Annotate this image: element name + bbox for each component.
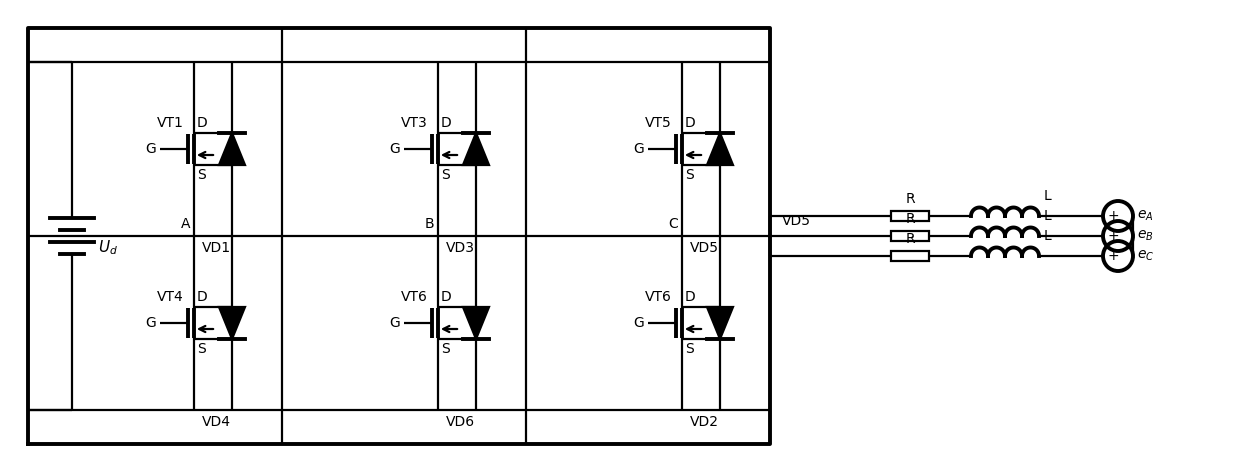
Text: VD1: VD1 [202,241,232,255]
Bar [891,211,929,221]
Bar [891,251,929,261]
Text: S: S [685,342,694,356]
Text: S: S [441,342,450,356]
Text: G: G [145,142,156,156]
Text: R: R [906,192,914,206]
Text: G: G [389,142,400,156]
Text: +: + [1108,229,1119,243]
Text: D: D [441,116,452,130]
Text: L: L [1044,189,1052,203]
Text: A: A [181,217,190,231]
Text: VD5: VD5 [782,214,812,228]
Text: G: G [389,316,400,330]
Text: VT6: VT6 [646,290,672,304]
Text: S: S [197,342,206,356]
Text: VD4: VD4 [202,415,230,429]
Text: +: + [1108,209,1119,223]
Text: S: S [441,168,450,182]
Text: VT3: VT3 [401,116,427,130]
Polygon shape [219,307,245,339]
Text: L: L [1044,210,1052,224]
Text: +: + [1108,249,1119,263]
Text: VT6: VT6 [401,290,427,304]
Polygon shape [707,133,733,165]
Polygon shape [707,307,733,339]
Text: VD5: VD5 [690,241,719,255]
Text: D: D [197,290,208,304]
Text: R: R [906,232,914,246]
Text: $e_B$: $e_B$ [1137,229,1154,243]
Text: D: D [197,116,208,130]
Bar [891,231,929,241]
Text: VT4: VT4 [157,290,185,304]
Polygon shape [463,133,489,165]
Text: G: G [633,142,644,156]
Text: $e_A$: $e_A$ [1137,209,1154,223]
Text: S: S [685,168,694,182]
Text: VD6: VD6 [446,415,475,429]
Text: R: R [906,212,914,226]
Text: $e_C$: $e_C$ [1137,249,1155,263]
Text: D: D [441,290,452,304]
Text: D: D [685,290,696,304]
Text: G: G [633,316,644,330]
Text: VD3: VD3 [446,241,475,255]
Text: G: G [145,316,156,330]
Text: VD2: VD2 [690,415,719,429]
Text: VT1: VT1 [157,116,185,130]
Text: $U_d$: $U_d$ [98,239,118,257]
Text: D: D [685,116,696,130]
Text: B: B [425,217,434,231]
Polygon shape [219,133,245,165]
Text: S: S [197,168,206,182]
Text: L: L [1044,229,1052,244]
Polygon shape [463,307,489,339]
Text: C: C [668,217,678,231]
Text: VT5: VT5 [646,116,672,130]
